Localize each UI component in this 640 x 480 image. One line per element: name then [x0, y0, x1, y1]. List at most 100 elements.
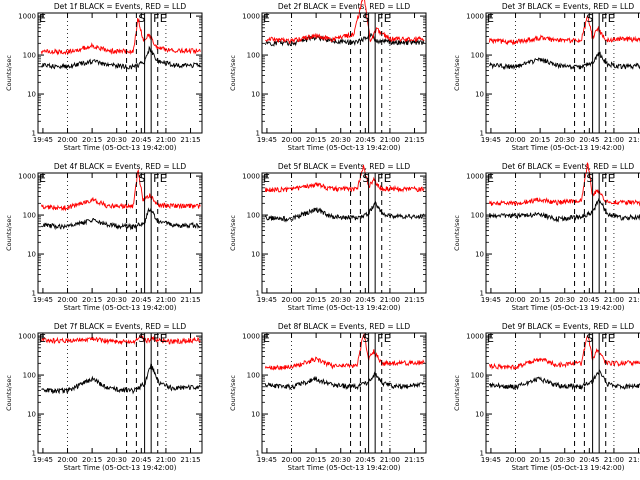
x-tick-label: 21:00: [380, 456, 400, 464]
x-tick-label: 20:15: [530, 136, 550, 144]
x-tick-label: 20:15: [530, 456, 550, 464]
marker-letter: E: [263, 172, 270, 185]
x-tick-label: 20:45: [131, 136, 151, 144]
x-axis-title: Start Time (05-Oct-13 19:42:00): [288, 304, 401, 312]
marker-letter: S: [362, 12, 369, 25]
x-tick-label: 21:00: [604, 296, 624, 304]
x-tick-label: 20:30: [555, 296, 575, 304]
marker-letter: E: [487, 172, 494, 185]
x-axis-title: Start Time (05-Oct-13 19:42:00): [512, 464, 625, 472]
y-axis-title: Counts/sec: [453, 215, 461, 251]
y-tick-label: 1: [32, 450, 36, 458]
marker-letter: E: [608, 172, 615, 185]
marker-letter: F: [153, 172, 159, 185]
y-tick-label: 100: [471, 52, 484, 60]
x-tick-label: 20:45: [355, 296, 375, 304]
x-tick-label: 21:15: [628, 296, 640, 304]
x-tick-label: 20:00: [57, 296, 77, 304]
x-tick-label: 20:45: [355, 136, 375, 144]
x-tick-label: 20:45: [131, 456, 151, 464]
marker-letter: E: [608, 332, 615, 345]
x-tick-label: 20:15: [306, 456, 326, 464]
marker-letter: S: [586, 332, 593, 345]
y-tick-label: 100: [23, 212, 36, 220]
y-tick-label: 1000: [18, 13, 36, 21]
panel-title: Det 7f BLACK = Events, RED = LLD: [54, 322, 187, 331]
lld-series-line: [488, 335, 640, 371]
lld-series-line: [488, 162, 640, 207]
plot-frame: [261, 12, 427, 134]
x-tick-label: 21:15: [404, 136, 424, 144]
y-tick-label: 100: [247, 212, 260, 220]
marker-letter: S: [586, 172, 593, 185]
y-tick-label: 1000: [242, 13, 260, 21]
marker-letter: F: [377, 172, 383, 185]
lld-series-line: [265, 0, 425, 44]
y-tick-label: 100: [247, 52, 260, 60]
events-series-line: [40, 45, 201, 70]
x-tick-label: 20:30: [331, 296, 351, 304]
y-axis-title: Counts/sec: [229, 215, 237, 251]
x-tick-label: 20:00: [505, 136, 525, 144]
x-tick-label: 20:15: [306, 296, 326, 304]
x-tick-label: 21:15: [628, 136, 640, 144]
y-tick-label: 1: [256, 450, 260, 458]
y-tick-label: 100: [471, 212, 484, 220]
events-series-line: [264, 370, 425, 391]
plot-frame: [485, 332, 640, 454]
x-tick-label: 20:45: [579, 296, 599, 304]
y-tick-label: 1: [480, 130, 484, 138]
marker-letter: S: [362, 332, 369, 345]
y-tick-label: 1000: [242, 333, 260, 341]
panel-title: Det 1f BLACK = Events, RED = LLD: [54, 2, 187, 11]
x-tick-label: 20:00: [57, 136, 77, 144]
marker-letter: E: [384, 332, 391, 345]
y-tick-label: 10: [27, 251, 36, 259]
x-tick-label: 21:00: [380, 136, 400, 144]
plot-frame: [261, 332, 427, 454]
x-tick-label: 21:00: [156, 136, 176, 144]
x-axis-title: Start Time (05-Oct-13 19:42:00): [288, 464, 401, 472]
x-tick-label: 20:15: [530, 296, 550, 304]
marker-letter: F: [601, 332, 607, 345]
y-tick-label: 100: [23, 372, 36, 380]
x-axis-title: Start Time (05-Oct-13 19:42:00): [512, 304, 625, 312]
marker-letter: E: [160, 332, 167, 345]
x-tick-label: 19:45: [33, 456, 53, 464]
x-tick-label: 21:15: [180, 456, 200, 464]
plot-frame: [485, 172, 640, 294]
plot-frame: [261, 172, 427, 294]
x-axis-title: Start Time (05-Oct-13 19:42:00): [64, 464, 177, 472]
y-tick-label: 1000: [466, 333, 484, 341]
y-tick-label: 1: [32, 290, 36, 298]
x-tick-label: 21:00: [156, 456, 176, 464]
marker-letter: E: [39, 172, 46, 185]
y-tick-label: 1000: [242, 173, 260, 181]
y-tick-label: 1: [256, 290, 260, 298]
x-tick-label: 19:45: [481, 136, 501, 144]
x-tick-label: 20:15: [82, 136, 102, 144]
x-tick-label: 19:45: [481, 456, 501, 464]
marker-letter: E: [384, 12, 391, 25]
x-tick-label: 21:00: [380, 296, 400, 304]
panel-title: Det 9f BLACK = Events, RED = LLD: [502, 322, 635, 331]
x-tick-label: 19:45: [257, 296, 277, 304]
marker-letter: E: [384, 172, 391, 185]
x-tick-label: 21:15: [628, 456, 640, 464]
panel-title: Det 6f BLACK = Events, RED = LLD: [502, 162, 635, 171]
x-tick-label: 20:00: [505, 296, 525, 304]
y-tick-label: 100: [23, 52, 36, 60]
panel-title: Det 4f BLACK = Events, RED = LLD: [54, 162, 187, 171]
marker-letter: E: [39, 12, 46, 25]
x-tick-label: 20:45: [131, 296, 151, 304]
y-tick-label: 1000: [18, 333, 36, 341]
y-tick-label: 10: [27, 411, 36, 419]
y-tick-label: 1000: [466, 13, 484, 21]
